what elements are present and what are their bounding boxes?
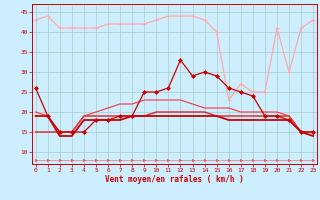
X-axis label: Vent moyen/en rafales ( km/h ): Vent moyen/en rafales ( km/h ) <box>105 175 244 184</box>
